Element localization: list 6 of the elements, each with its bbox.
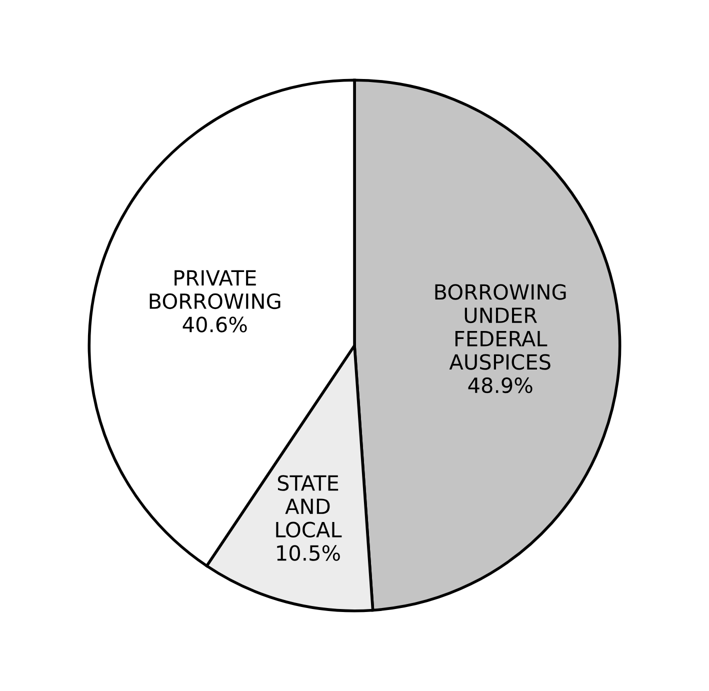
- slice-label: PRIVATE BORROWING: [150, 270, 280, 310]
- data-label: 48.9%: [468, 377, 532, 394]
- data-label: 10.5%: [277, 545, 340, 561]
- slice-label: STATE AND LOCAL: [276, 475, 342, 538]
- slice-label: BORROWING UNDER FEDERAL AUSPICES: [435, 284, 566, 370]
- data-label: 40.6%: [182, 316, 247, 332]
